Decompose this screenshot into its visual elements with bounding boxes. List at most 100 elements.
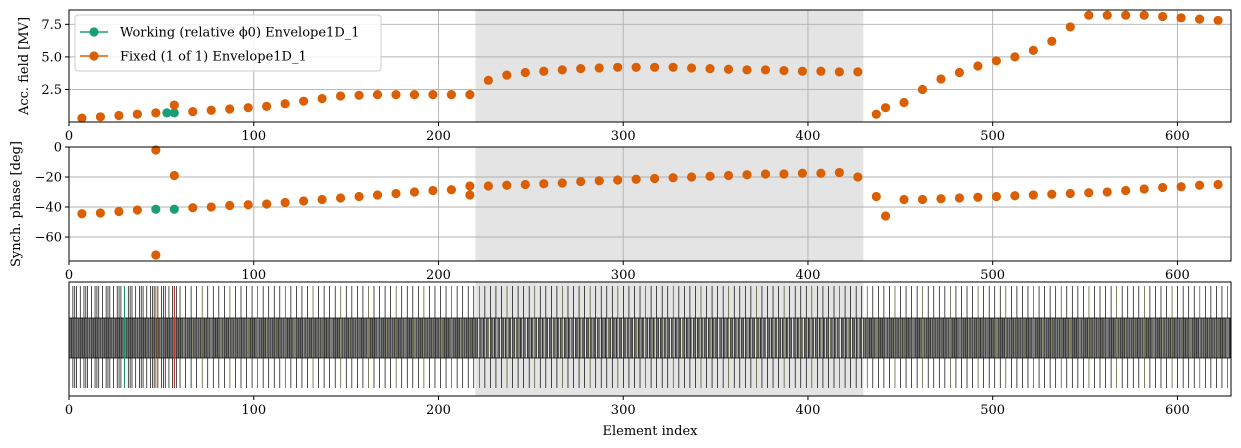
data-point — [169, 108, 179, 118]
data-point — [816, 168, 826, 178]
data-point — [668, 62, 678, 72]
legend-box — [74, 14, 382, 72]
data-point — [1084, 188, 1094, 198]
data-point — [1010, 191, 1020, 201]
data-point — [853, 172, 863, 182]
data-point — [151, 204, 161, 214]
data-point — [1121, 10, 1131, 20]
data-point — [1213, 179, 1223, 190]
series-1 — [77, 145, 1223, 260]
x-tick-label: 400 — [796, 129, 821, 144]
data-point — [299, 96, 309, 106]
data-point — [760, 169, 771, 179]
x-tick-label: 0 — [65, 129, 73, 144]
data-point — [779, 65, 789, 76]
y-axis-label: Acc. field [MV] — [17, 17, 32, 116]
data-point — [1084, 10, 1094, 20]
data-point — [1176, 13, 1186, 23]
data-point — [151, 108, 161, 118]
x-tick-label: 200 — [426, 268, 451, 283]
y-tick-label: 0 — [54, 141, 62, 156]
y-tick-label: 7.5 — [41, 18, 62, 33]
data-point — [1213, 15, 1223, 26]
data-point — [206, 105, 216, 115]
axes-frame — [68, 9, 1232, 123]
data-point — [973, 192, 983, 202]
data-point — [225, 200, 235, 211]
legend-entry-1: Fixed (1 of 1) Envelope1D_1 — [120, 50, 307, 65]
data-point — [899, 194, 909, 205]
data-point — [77, 113, 87, 123]
data-point — [465, 190, 475, 200]
data-point — [917, 84, 928, 95]
data-point — [114, 110, 124, 121]
data-point — [613, 62, 623, 72]
data-point — [483, 181, 493, 191]
data-point — [465, 90, 475, 100]
x-axis-label: Element index — [603, 424, 699, 439]
data-point — [317, 93, 327, 104]
x-tick-label: 0 — [65, 403, 73, 418]
legend-entry-0: Working (relative ϕ0) Envelope1D_1 — [120, 26, 360, 41]
data-point — [372, 190, 383, 200]
data-point — [335, 193, 346, 203]
y-tick-label: 2.5 — [41, 83, 62, 98]
data-point — [936, 194, 946, 204]
data-point — [1121, 185, 1131, 196]
data-point — [954, 67, 965, 78]
data-point — [280, 197, 290, 208]
x-tick-label: 100 — [241, 129, 266, 144]
data-point — [936, 74, 946, 84]
element-lines — [68, 286, 1231, 388]
data-point — [409, 90, 420, 100]
y-tick-label: −40 — [35, 201, 62, 216]
data-point — [668, 173, 678, 183]
data-point — [834, 167, 844, 178]
data-point — [853, 67, 863, 77]
series-1 — [77, 10, 1223, 123]
data-point — [594, 63, 604, 73]
data-point — [899, 97, 909, 108]
data-point — [520, 179, 530, 190]
data-point — [372, 90, 383, 100]
legend-marker — [89, 51, 99, 61]
data-point — [391, 188, 401, 199]
data-point — [225, 104, 235, 114]
data-point — [188, 106, 198, 117]
data-point — [95, 112, 106, 122]
x-tick-label: 500 — [980, 403, 1005, 418]
data-point — [594, 176, 604, 186]
data-point — [613, 175, 623, 185]
data-point — [1028, 190, 1038, 200]
data-point — [188, 203, 198, 213]
data-point — [742, 65, 752, 75]
data-point — [465, 181, 475, 191]
data-point — [428, 90, 438, 100]
data-point — [114, 206, 124, 217]
x-tick-label: 300 — [611, 129, 636, 144]
data-point — [1047, 189, 1057, 199]
structure-panel: 0 100 200 300 400 500 600 Element index — [65, 281, 1232, 439]
data-point — [871, 191, 881, 202]
data-point — [576, 64, 586, 74]
x-tick-label: 200 — [426, 129, 451, 144]
x-tick-label: 300 — [611, 268, 636, 283]
x-tick-label: 200 — [426, 403, 451, 418]
data-point — [1194, 180, 1205, 190]
data-point — [1139, 184, 1149, 194]
data-point — [650, 62, 660, 72]
data-point — [1194, 14, 1205, 24]
data-point — [631, 174, 641, 184]
data-point — [991, 56, 1001, 66]
x-tick-label: 100 — [241, 268, 266, 283]
data-point — [280, 99, 290, 109]
data-point — [446, 90, 457, 100]
data-point — [391, 90, 401, 100]
x-tick-label: 400 — [796, 403, 821, 418]
data-point — [991, 191, 1001, 202]
x-tick-label: 600 — [1165, 268, 1190, 283]
data-point — [151, 145, 161, 155]
series-0 — [151, 204, 179, 214]
y-tick-label: −20 — [35, 171, 62, 186]
y-axis-label: Synch. phase [deg] — [9, 141, 24, 267]
